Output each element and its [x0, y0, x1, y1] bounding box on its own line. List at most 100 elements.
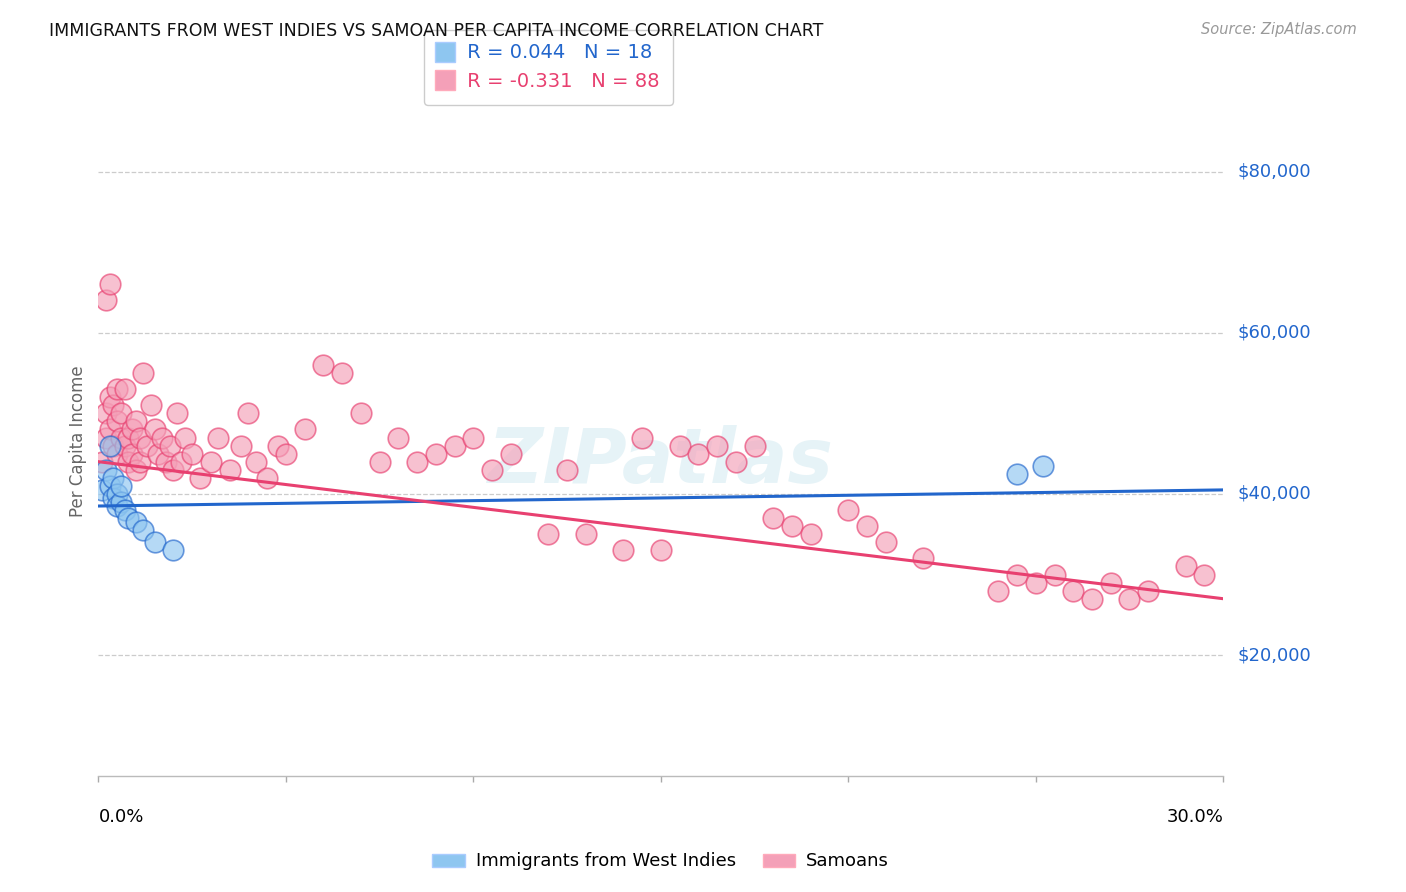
Point [238, 406, 260, 420]
Point [188, 471, 211, 485]
Point [443, 439, 465, 453]
Point [1005, 467, 1028, 481]
Point [162, 543, 184, 558]
Point [128, 455, 150, 469]
Point [105, 447, 128, 461]
Text: $80,000: $80,000 [1237, 162, 1310, 180]
Point [117, 511, 139, 525]
Point [294, 422, 316, 436]
Point [1174, 559, 1197, 574]
Point [912, 551, 935, 566]
Point [724, 455, 747, 469]
Point [155, 455, 177, 469]
Point [162, 463, 184, 477]
Point [650, 543, 672, 558]
Point [274, 447, 297, 461]
Point [110, 479, 132, 493]
Point [368, 455, 391, 469]
Point [103, 439, 125, 453]
Point [1099, 575, 1122, 590]
Point [229, 439, 252, 453]
Point [706, 439, 728, 453]
Point [1118, 591, 1140, 606]
Point [117, 455, 139, 469]
Point [200, 455, 222, 469]
Point [987, 583, 1010, 598]
Point [631, 430, 654, 444]
Point [132, 366, 155, 380]
Point [481, 463, 503, 477]
Point [875, 535, 897, 549]
Point [499, 447, 522, 461]
Point [1005, 567, 1028, 582]
Point [575, 527, 598, 541]
Point [105, 414, 128, 428]
Point [173, 430, 195, 444]
Point [159, 439, 181, 453]
Point [837, 503, 859, 517]
Y-axis label: Per Capita Income: Per Capita Income [69, 366, 87, 517]
Point [103, 398, 125, 412]
Point [117, 430, 139, 444]
Legend: Immigrants from West Indies, Samoans: Immigrants from West Indies, Samoans [425, 846, 897, 878]
Point [762, 511, 785, 525]
Point [98, 277, 121, 292]
Point [1025, 575, 1047, 590]
Point [139, 398, 162, 412]
Point [94, 293, 117, 308]
Point [170, 455, 193, 469]
Point [94, 463, 117, 477]
Point [856, 519, 879, 533]
Point [114, 439, 136, 453]
Point [555, 463, 578, 477]
Point [110, 430, 132, 444]
Point [744, 439, 766, 453]
Point [110, 495, 132, 509]
Point [148, 447, 170, 461]
Point [103, 491, 125, 505]
Point [98, 439, 121, 453]
Point [1137, 583, 1160, 598]
Point [105, 499, 128, 513]
Point [128, 430, 150, 444]
Text: $20,000: $20,000 [1237, 646, 1310, 665]
Point [406, 455, 429, 469]
Point [136, 439, 159, 453]
Point [91, 455, 114, 469]
Text: 0.0%: 0.0% [98, 808, 143, 826]
Point [780, 519, 803, 533]
Point [387, 430, 409, 444]
Point [218, 463, 240, 477]
Point [267, 439, 290, 453]
Point [425, 447, 447, 461]
Point [143, 535, 166, 549]
Point [121, 422, 143, 436]
Point [103, 471, 125, 485]
Point [132, 523, 155, 537]
Point [105, 382, 128, 396]
Point [1043, 567, 1066, 582]
Point [114, 503, 136, 517]
Point [612, 543, 634, 558]
Point [125, 515, 148, 529]
Point [143, 422, 166, 436]
Text: Source: ZipAtlas.com: Source: ZipAtlas.com [1201, 22, 1357, 37]
Point [256, 471, 278, 485]
Point [245, 455, 267, 469]
Text: 30.0%: 30.0% [1167, 808, 1223, 826]
Point [150, 430, 173, 444]
Text: $60,000: $60,000 [1237, 324, 1310, 342]
Text: ZIPatlas: ZIPatlas [488, 425, 834, 499]
Point [166, 406, 188, 420]
Point [537, 527, 560, 541]
Point [1062, 583, 1084, 598]
Point [688, 447, 710, 461]
Point [121, 447, 143, 461]
Point [98, 390, 121, 404]
Point [181, 447, 204, 461]
Point [668, 439, 690, 453]
Point [1032, 458, 1054, 473]
Point [125, 414, 148, 428]
Point [207, 430, 229, 444]
Point [125, 463, 148, 477]
